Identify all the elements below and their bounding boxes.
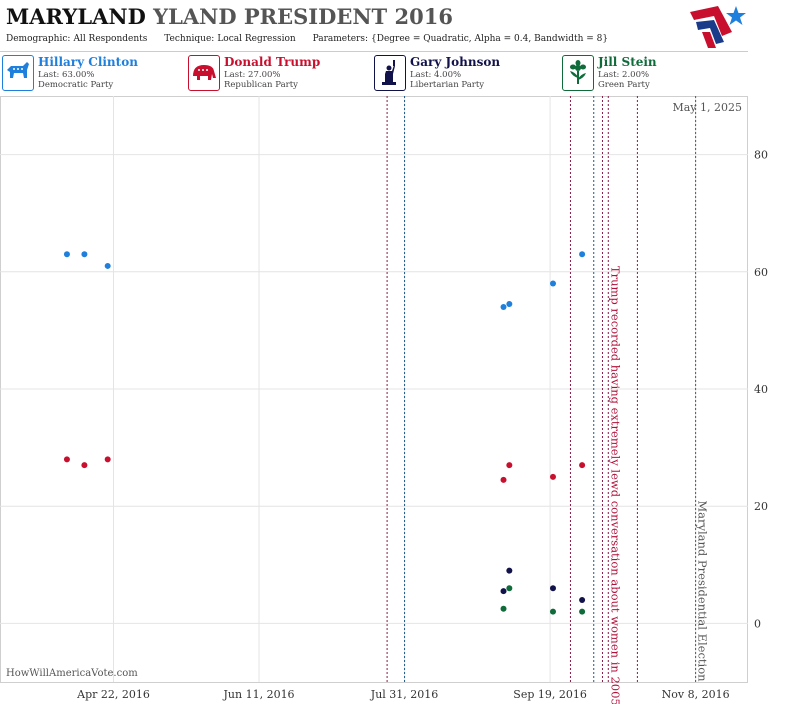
legend-name: Gary Johnson [410, 55, 501, 69]
title-state: MARYLAND [6, 4, 146, 29]
data-point [81, 251, 88, 258]
candidate-legend: Hillary Clinton Last: 63.00% Democratic … [0, 53, 789, 93]
param-value-parameters: {Degree = Quadratic, Alpha = 0.4, Bandwi… [371, 34, 609, 44]
data-point [549, 585, 556, 592]
data-point [104, 456, 111, 463]
data-point [549, 473, 556, 480]
y-tick-label: 0 [754, 617, 761, 630]
data-point [579, 596, 586, 603]
legend-party: Republican Party [224, 80, 298, 90]
legend-name: Donald Trump [224, 55, 321, 69]
donkey-icon [2, 55, 34, 91]
data-point [506, 585, 513, 592]
y-tick-label: 40 [754, 383, 768, 396]
title-race: YLAND PRESIDENT 2016 [153, 4, 453, 29]
legend-item-clinton[interactable]: Hillary Clinton Last: 63.00% Democratic … [0, 53, 186, 91]
data-point [506, 462, 513, 469]
data-point [549, 280, 556, 287]
legend-last: Last: 27.00% [224, 70, 281, 80]
page-title: MARYLAND YLAND PRESIDENT 2016 [6, 4, 453, 29]
event-annotation: Maryland Presidential Election [696, 500, 710, 682]
data-point [506, 301, 513, 308]
legend-party: Democratic Party [38, 80, 114, 90]
legend-name: Jill Stein [598, 55, 657, 69]
poll-chart: 0 20 40 60 80 Apr 22, 2016 Jun 11, 2016 Jul 31,… [0, 96, 768, 704]
param-value-technique: Local Regression [217, 34, 296, 44]
legend-item-trump[interactable]: Donald Trump Last: 27.00% Republican Par… [186, 53, 372, 91]
site-watermark: HowWillAmericaVote.com [6, 668, 138, 679]
x-tick-label: Jul 31, 2016 [370, 688, 439, 701]
data-point [579, 608, 586, 615]
x-tick-label: Nov 8, 2016 [662, 688, 730, 701]
event-annotation: Trump recorded having extremely lewd con… [608, 266, 622, 704]
data-point [104, 262, 111, 269]
y-tick-label: 60 [754, 266, 768, 279]
data-point [579, 251, 586, 258]
data-point [500, 605, 507, 612]
data-point [500, 476, 507, 483]
param-label-demographic: Demographic: [6, 34, 71, 44]
data-point [549, 608, 556, 615]
y-tick-label: 20 [754, 500, 768, 513]
legend-last: Last: 2.00% [598, 70, 650, 80]
x-tick-label: Jun 11, 2016 [223, 688, 295, 701]
parameters-line: Demographic: All Respondents Technique: Lo… [6, 34, 622, 44]
legend-item-johnson[interactable]: Gary Johnson Last: 4.00% Libertarian Par… [372, 53, 558, 91]
data-point [81, 462, 88, 469]
param-value-demographic: All Respondents [73, 34, 148, 44]
legend-last: Last: 4.00% [410, 70, 462, 80]
data-point [63, 456, 70, 463]
legend-name: Hillary Clinton [38, 55, 138, 69]
data-point [500, 303, 507, 310]
param-label-parameters: Parameters: [312, 34, 369, 44]
legend-item-stein[interactable]: Jill Stein Last: 2.00% Green Party [560, 53, 746, 91]
data-point [500, 588, 507, 595]
param-label-technique: Technique: [164, 34, 215, 44]
y-tick-label: 80 [754, 149, 768, 162]
elephant-icon [188, 55, 220, 91]
date-label: May 1, 2025 [672, 101, 742, 114]
statue-of-liberty-icon [374, 55, 406, 91]
flower-icon [562, 55, 594, 91]
data-point [579, 462, 586, 469]
x-tick-label: Apr 22, 2016 [76, 688, 150, 701]
star-swoosh-logo-icon [690, 6, 746, 48]
data-point [506, 567, 513, 574]
x-tick-label: Sep 19, 2016 [513, 688, 587, 701]
header: MARYLAND YLAND PRESIDENT 2016 Demographi… [0, 0, 748, 52]
data-point [63, 251, 70, 258]
legend-last: Last: 63.00% [38, 70, 95, 80]
legend-party: Green Party [598, 80, 650, 90]
legend-party: Libertarian Party [410, 80, 485, 90]
